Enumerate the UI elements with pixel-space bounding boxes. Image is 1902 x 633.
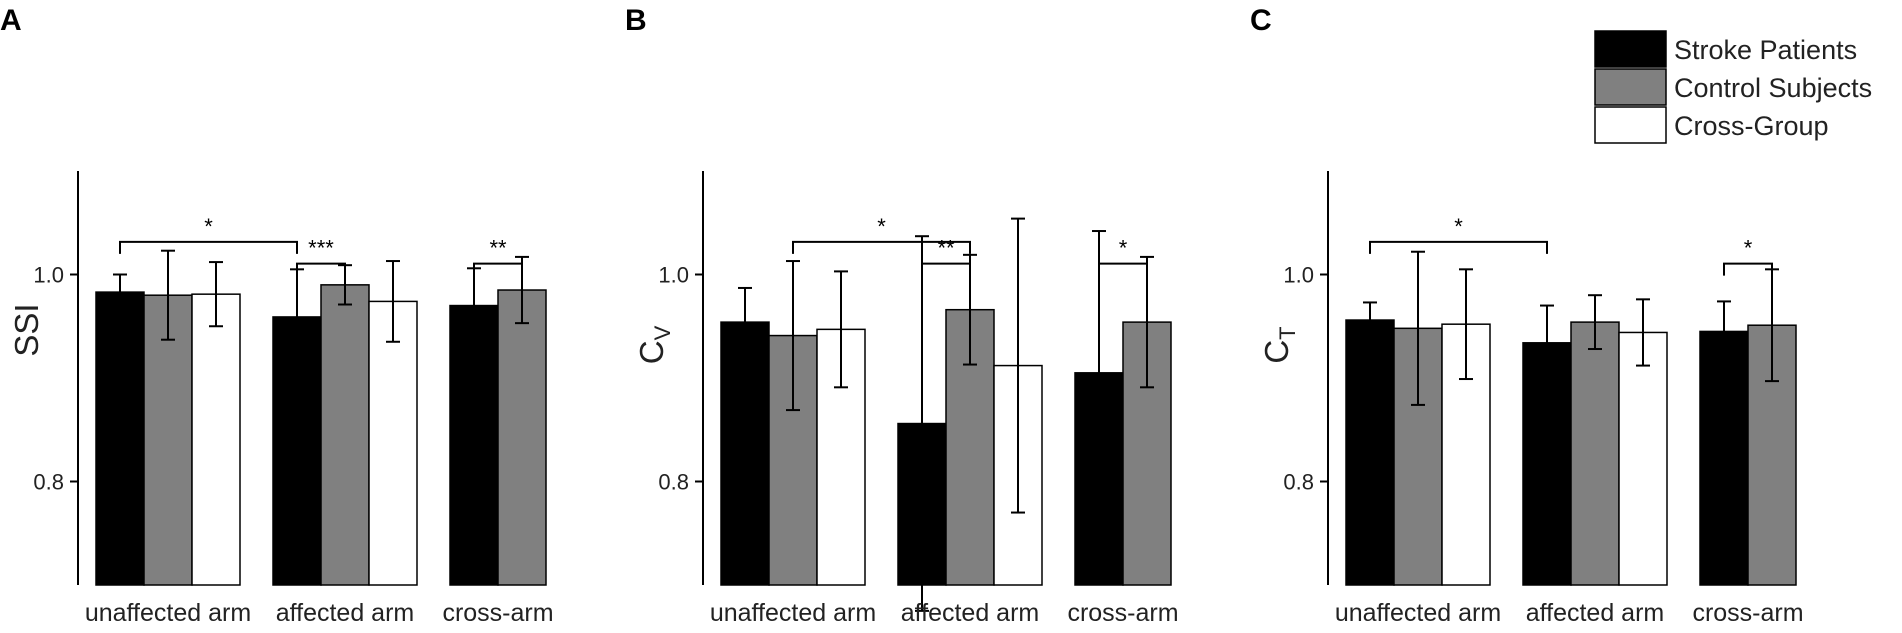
panel-a-significance-bracket (473, 262, 523, 276)
panel-b-category-label: cross-arm (1067, 599, 1178, 627)
panel-c-ytick-label: 0.8 (1283, 470, 1314, 495)
panel-c-ylabel-main: C (1258, 340, 1295, 364)
legend-label-control-subjects: Control Subjects (1674, 73, 1872, 103)
panel-b-significance-label: * (1119, 236, 1128, 261)
panel-b-significance-bracket (1098, 262, 1148, 276)
panel-b-letter: B (625, 4, 647, 37)
panel-a-significance-label: *** (308, 236, 334, 261)
panel-a-category-label: affected arm (276, 599, 415, 627)
panel-a-letter: A (0, 4, 22, 37)
panel-c-bar (1570, 321, 1620, 586)
panel-a-significance-bracket (119, 240, 298, 254)
panel-a-bar (95, 291, 145, 586)
panel-c-category-label: affected arm (1526, 599, 1665, 627)
panel-c-plot: 0.8 1.0 unaffected arm affected arm cross-ar… (1283, 171, 1804, 627)
panel-a-bar (449, 304, 499, 586)
legend-swatch-control-subjects (1594, 68, 1667, 106)
panel-c-significance-label: * (1454, 214, 1463, 239)
panel-a-ylabel: SSI (8, 303, 45, 356)
panel-c-significance-bracket (1723, 262, 1773, 276)
panel-c-bar (1618, 331, 1668, 586)
panel-b-category-label: unaffected arm (710, 599, 876, 627)
legend-label-cross-group: Cross-Group (1674, 111, 1829, 141)
panel-a-bar (191, 293, 241, 586)
legend-label-stroke-patients: Stroke Patients (1674, 35, 1857, 65)
panel-c-significance-bracket (1369, 240, 1548, 254)
panel-b-ylabel-main: C (633, 340, 670, 364)
panel-a-ytick-label: 1.0 (33, 263, 64, 288)
panel-a-category-label: cross-arm (442, 599, 553, 627)
panel-a-category-label: unaffected arm (85, 599, 251, 627)
panel-a-ylabel-main: SSI (8, 303, 45, 356)
panel-a-significance-label: ** (489, 236, 507, 261)
panel-a-ytick-label: 0.8 (33, 470, 64, 495)
panel-c-category-label: cross-arm (1692, 599, 1803, 627)
panel-b-ylabel: CV (633, 325, 675, 364)
panel-a-bar (368, 300, 418, 586)
panel-a-bar (320, 284, 370, 586)
panel-b-plot: 0.8 1.0 unaffected arm affected arm cross-ar… (658, 171, 1179, 627)
panel-a-bar (497, 289, 547, 586)
panel-b-ytick-label: 0.8 (658, 470, 689, 495)
panel-b-significance-label: ** (937, 236, 955, 261)
panel-b-significance-label: * (877, 214, 886, 239)
legend-swatch-cross-group (1594, 106, 1667, 144)
panel-c-category-label: unaffected arm (1335, 599, 1501, 627)
panel-b-significance-bracket (792, 240, 971, 254)
panel-a-significance-label: * (204, 214, 213, 239)
panel-c-bar (1345, 319, 1395, 586)
legend: Stroke Patients Control Subjects Cross-G… (1594, 30, 1872, 144)
panel-a-significance-bracket (296, 262, 346, 276)
panel-b-ylabel-sub: V (650, 325, 675, 340)
panel-c-letter: C (1250, 4, 1272, 37)
panel-c-ylabel: CT (1258, 326, 1300, 363)
panel-c-significance-label: * (1744, 236, 1753, 261)
legend-swatch-stroke-patients (1594, 30, 1667, 68)
panel-c-bar (1699, 330, 1749, 586)
panel-b-ytick-label: 1.0 (658, 263, 689, 288)
panel-a: A SSI 0.8 1.0 unaffected arm affected arm cr… (0, 4, 554, 627)
panel-b-category-label: affected arm (901, 599, 1040, 627)
panel-b: B CV 0.8 1.0 unaffected arm affected arm cro… (625, 4, 1179, 627)
panel-c-ytick-label: 1.0 (1283, 263, 1314, 288)
panel-a-plot: 0.8 1.0 unaffected arm affected arm cross-ar… (33, 171, 554, 627)
panel-c-ylabel-sub: T (1275, 326, 1300, 339)
panel-b-significance-bracket (921, 262, 971, 276)
panel-b-bar (720, 321, 770, 586)
